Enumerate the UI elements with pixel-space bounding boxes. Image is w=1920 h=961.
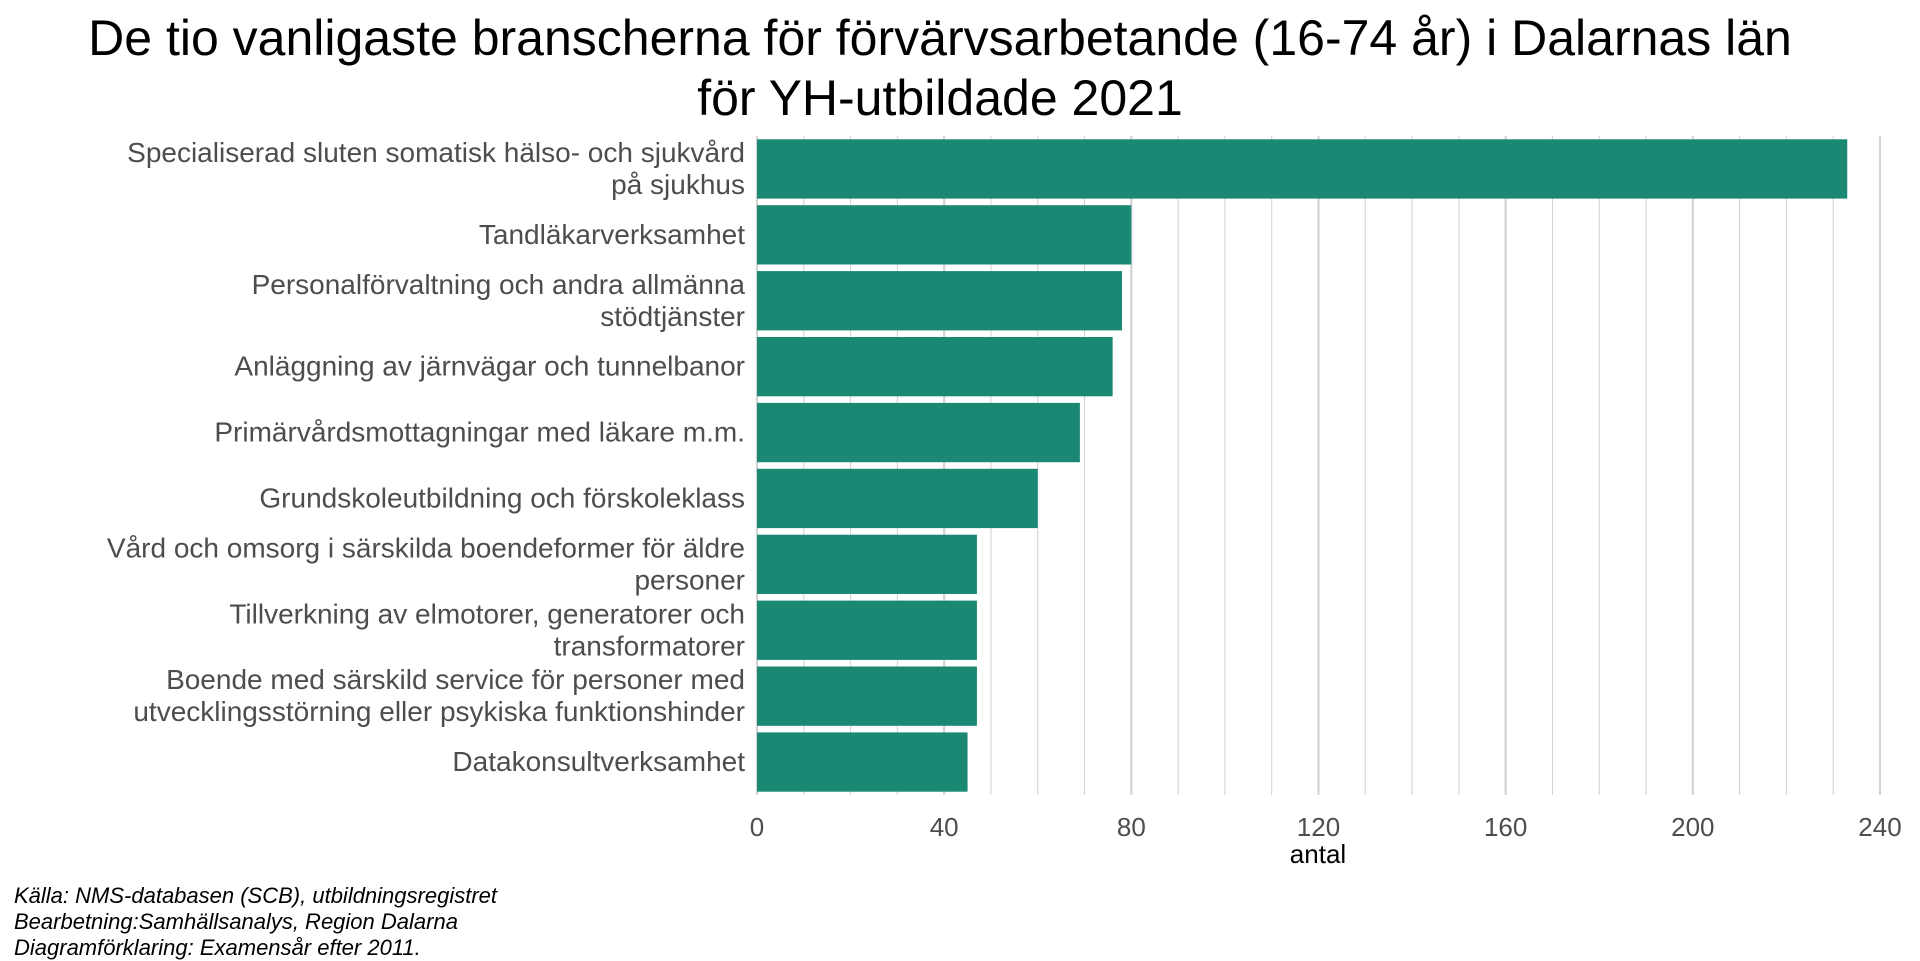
category-label-line: personer — [634, 564, 745, 595]
category-label-line: Grundskoleutbildning och förskoleklass — [259, 482, 745, 513]
x-tick-label: 40 — [930, 812, 959, 842]
x-tick-label: 120 — [1297, 812, 1340, 842]
category-label-2: Tandläkarverksamhet — [479, 219, 745, 250]
bar-6 — [757, 468, 1038, 529]
chart-title-line-1: De tio vanligaste branscherna för förvär… — [88, 10, 1792, 66]
chart-title: De tio vanligaste branscherna för förvär… — [0, 8, 1880, 128]
bar-4 — [757, 336, 1113, 397]
category-label-5: Primärvårdsmottagningar med läkare m.m. — [214, 417, 745, 448]
category-label-1: Specialiserad sluten somatisk hälso- och… — [127, 137, 745, 200]
x-axis-label: antal — [1290, 839, 1346, 869]
bar-3 — [757, 271, 1122, 331]
category-label-7: Vård och omsorg i särskilda boendeformer… — [107, 532, 745, 595]
caption-source: Källa: NMS-databasen (SCB), utbildningsr… — [14, 883, 498, 908]
x-tick-label: 240 — [1858, 812, 1901, 842]
category-label-6: Grundskoleutbildning och förskoleklass — [259, 482, 745, 513]
category-label-line: utvecklingsstörning eller psykiska funkt… — [133, 696, 745, 727]
category-label-3: Personalförvaltning och andra allmänna st… — [252, 269, 746, 332]
category-label-line: Anläggning av järnvägar och tunnelbanor — [234, 351, 745, 382]
category-label-10: Datakonsultverksamhet — [452, 746, 745, 777]
chart-title-line-2: för YH-utbildade 2021 — [697, 70, 1183, 126]
bar-5 — [757, 402, 1080, 463]
caption-explanation: Diagramförklaring: Examensår efter 2011. — [14, 935, 421, 960]
bar-10 — [757, 732, 968, 792]
bar-9 — [757, 666, 977, 726]
category-label-4: Anläggning av järnvägar och tunnelbanor — [234, 351, 745, 382]
x-tick-label: 80 — [1117, 812, 1146, 842]
caption-processing: Bearbetning:Samhällsanalys, Region Dalar… — [14, 909, 458, 934]
category-label-line: Boende med särskild service för personer… — [166, 664, 745, 695]
category-label-line: Tandläkarverksamhet — [479, 219, 745, 250]
category-label-line: Vård och omsorg i särskilda boendeformer… — [107, 532, 745, 563]
bar-2 — [757, 205, 1132, 265]
x-tick-label: 160 — [1484, 812, 1527, 842]
bar-8 — [757, 600, 977, 660]
category-labels: Specialiserad sluten somatisk hälso- och… — [107, 137, 746, 777]
category-label-9: Boende med särskild service för personer… — [133, 664, 745, 727]
category-label-8: Tillverkning av elmotorer, generatorer o… — [229, 598, 745, 661]
category-label-line: Personalförvaltning och andra allmänna — [252, 269, 746, 300]
category-label-line: stödtjänster — [600, 301, 745, 332]
bar-1 — [757, 139, 1848, 199]
category-label-line: transformatorer — [554, 630, 745, 661]
category-label-line: Tillverkning av elmotorer, generatorer o… — [229, 598, 745, 629]
x-tick-labels: 0 40 80 120 160 200 240 — [750, 812, 1902, 842]
category-label-line: Specialiserad sluten somatisk hälso- och… — [127, 137, 745, 168]
category-label-line: Datakonsultverksamhet — [452, 746, 745, 777]
x-tick-label: 0 — [750, 812, 764, 842]
x-tick-label: 200 — [1671, 812, 1714, 842]
category-label-line: Primärvårdsmottagningar med läkare m.m. — [214, 417, 745, 448]
bars — [757, 139, 1848, 792]
caption: Källa: NMS-databasen (SCB), utbildningsr… — [14, 883, 497, 961]
bar-7 — [757, 534, 977, 595]
category-label-line: på sjukhus — [611, 169, 745, 200]
